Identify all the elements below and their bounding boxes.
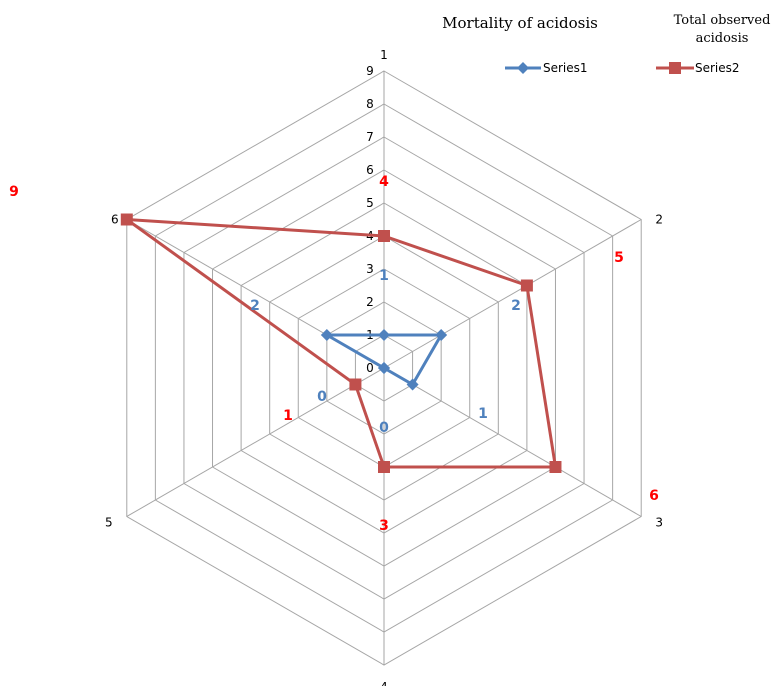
- series2-value-label-6: 9: [9, 184, 19, 200]
- series1-point-2: [435, 329, 448, 341]
- series1-point-3: [406, 378, 419, 391]
- series1-point-5: [378, 362, 390, 374]
- series2-value-label-3: 6: [649, 488, 659, 504]
- tick-label-8: 8: [366, 97, 374, 111]
- series2-value-label-1: 4: [379, 174, 389, 190]
- header-mortality: Mortality of acidosis: [442, 14, 598, 32]
- legend-label-series1: Series1: [543, 61, 588, 75]
- legend-marker-series2: [669, 62, 681, 74]
- category-label-3: 3: [655, 516, 663, 530]
- spoke-2: [383, 219, 642, 369]
- series2-point-4: [378, 461, 390, 473]
- tick-label-9: 9: [366, 64, 374, 78]
- category-label-6: 6: [111, 213, 119, 227]
- legend-entry-series1: Series1: [505, 61, 588, 75]
- tick-label-5: 5: [366, 196, 374, 210]
- series1-point-6: [320, 329, 333, 341]
- series2-point-5: [349, 378, 362, 391]
- series-lines: [120, 213, 562, 473]
- header-total-observed: Total observed: [674, 13, 771, 28]
- series2-point-2: [520, 279, 533, 292]
- radar-grid: [126, 70, 642, 666]
- legend-label-series2: Series2: [695, 61, 740, 75]
- legend-marker-series1: [517, 62, 529, 74]
- series1-value-label-6: 2: [250, 298, 260, 314]
- series2-value-label-2: 5: [614, 250, 624, 266]
- tick-label-2: 2: [366, 295, 374, 309]
- series1-point-1: [378, 329, 390, 341]
- category-label-5: 5: [105, 516, 113, 530]
- tick-label-3: 3: [366, 262, 374, 276]
- category-label-2: 2: [655, 213, 663, 227]
- series2-value-label-5: 1: [283, 408, 293, 424]
- header-acidosis: acidosis: [696, 31, 749, 46]
- category-label-1: 1: [380, 48, 388, 62]
- category-label-4: 4: [380, 680, 388, 686]
- spoke-3: [383, 367, 642, 517]
- series1-value-label-4: 0: [379, 420, 389, 436]
- tick-label-7: 7: [366, 130, 374, 144]
- legend-entry-series2: Series2: [656, 61, 740, 75]
- series1-value-label-1: 1: [379, 268, 389, 284]
- tick-label-0: 0: [366, 361, 374, 375]
- series2-point-1: [378, 230, 390, 242]
- spoke-5: [126, 367, 385, 517]
- legend: Series1 Series2: [505, 61, 740, 75]
- tick-label-6: 6: [366, 163, 374, 177]
- series1-value-label-2: 2: [511, 298, 521, 314]
- series2-point-6: [120, 213, 133, 226]
- series2-point-3: [549, 461, 562, 473]
- series1-value-label-5: 0: [317, 389, 327, 405]
- series-line-series1: [325, 333, 443, 386]
- series2-value-label-4: 3: [379, 518, 389, 534]
- series1-value-label-3: 1: [478, 406, 488, 422]
